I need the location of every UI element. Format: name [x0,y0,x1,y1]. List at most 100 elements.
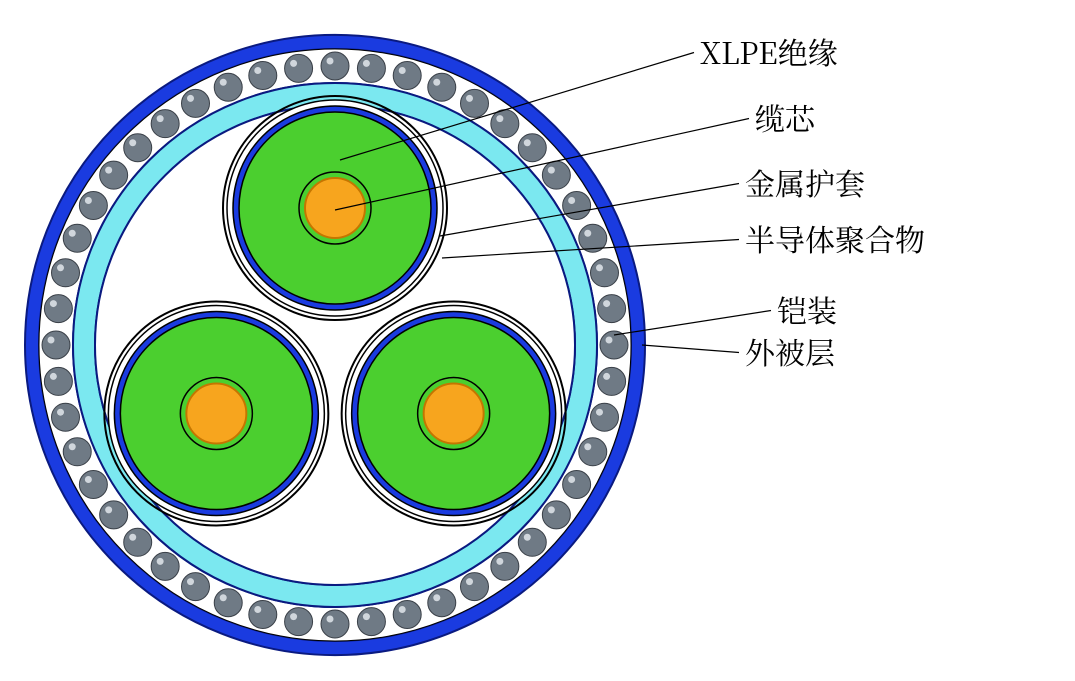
armor-wire-highlight [187,578,194,585]
armor-wire-highlight [496,115,503,122]
armor-wire-highlight [596,264,603,271]
armor-wire-highlight [606,337,613,344]
armor-wire [151,552,179,580]
armor-wire [579,438,607,466]
armor-wire-highlight [254,67,261,74]
armor-wire [52,259,80,287]
armor-wire [590,403,618,431]
core-layer-5 [424,384,484,444]
armor-wire [357,54,385,82]
armor-wire-highlight [327,616,334,623]
armor-wire [249,62,277,90]
armor-wire-highlight [548,167,555,174]
armor-wire-highlight [603,300,610,307]
armor-wire [63,438,91,466]
armor-wire [285,54,313,82]
armor-wire-highlight [568,197,575,204]
armor-wire [249,600,277,628]
armor-wire-highlight [466,95,473,102]
armor-wire-highlight [524,534,531,541]
armor-wire [600,331,628,359]
armor-wire [598,367,626,395]
armor-wire-highlight [220,79,227,86]
armor-wire [63,224,91,252]
armor-wire [182,573,210,601]
armor-wire [124,528,152,556]
armor-wire-highlight [399,67,406,74]
armor-wire-highlight [85,197,92,204]
armor-wire-highlight [568,476,575,483]
armor-wire [518,134,546,162]
label-sheath: 金属护套 [745,167,865,197]
label-xlpe: XLPE绝缘 [700,36,838,66]
cable-cross-section-svg [0,0,1075,681]
armor-wire [518,528,546,556]
armor-wire-highlight [433,79,440,86]
armor-wire-highlight [603,373,610,380]
armor-wire-highlight [129,139,136,146]
armor-wire [321,52,349,80]
armor-wire [79,192,107,220]
armor-wire [491,552,519,580]
armor-wire-highlight [327,58,334,65]
armor-wire-highlight [105,167,112,174]
armor-wire [285,608,313,636]
armor-wire [393,600,421,628]
armor-wire-highlight [466,578,473,585]
armor-wire [151,110,179,138]
armor-wire-highlight [69,230,76,237]
armor-wire [393,62,421,90]
armor-wire-highlight [48,337,55,344]
armor-wire [542,501,570,529]
armor-wire-highlight [157,115,164,122]
armor-wire-highlight [220,594,227,601]
armor-wire-highlight [496,558,503,565]
label-core: 缆芯 [755,102,815,132]
armor-wire-highlight [596,409,603,416]
armor-wire [428,589,456,617]
armor-wire [461,573,489,601]
armor-wire-highlight [85,476,92,483]
armor-wire-highlight [50,373,57,380]
armor-wire [598,295,626,323]
armor-wire-highlight [363,613,370,620]
armor-wire [182,89,210,117]
armor-wire-highlight [584,230,591,237]
armor-wire [428,73,456,101]
armor-wire [563,471,591,499]
armor-wire [52,403,80,431]
armor-wire [100,501,128,529]
armor-wire [357,608,385,636]
label-jacket: 外被层 [745,336,835,366]
armor-wire-highlight [290,613,297,620]
armor-wire [461,89,489,117]
armor-wire [214,73,242,101]
armor-wire-highlight [57,409,64,416]
armor-wire-highlight [129,534,136,541]
armor-wire [44,367,72,395]
label-armor: 铠装 [777,294,837,324]
armor-wire-highlight [584,443,591,450]
armor-wire [321,610,349,638]
armor-wire [563,192,591,220]
armor-wire-highlight [187,95,194,102]
armor-wire-highlight [548,506,555,513]
armor-wire-highlight [399,606,406,613]
armor-wire-highlight [69,443,76,450]
label-semi: 半导体聚合物 [745,223,925,253]
core-layer-5 [305,178,365,238]
armor-wire-highlight [254,606,261,613]
armor-wire-highlight [290,60,297,67]
armor-wire [79,471,107,499]
armor-wire-highlight [433,594,440,601]
armor-wire-highlight [50,300,57,307]
armor-wire [214,589,242,617]
armor-wire [590,259,618,287]
armor-wire-highlight [524,139,531,146]
core-layer-5 [186,384,246,444]
armor-wire [100,161,128,189]
armor-wire-highlight [157,558,164,565]
armor-wire [42,331,70,359]
armor-wire-highlight [57,264,64,271]
armor-wire [124,134,152,162]
